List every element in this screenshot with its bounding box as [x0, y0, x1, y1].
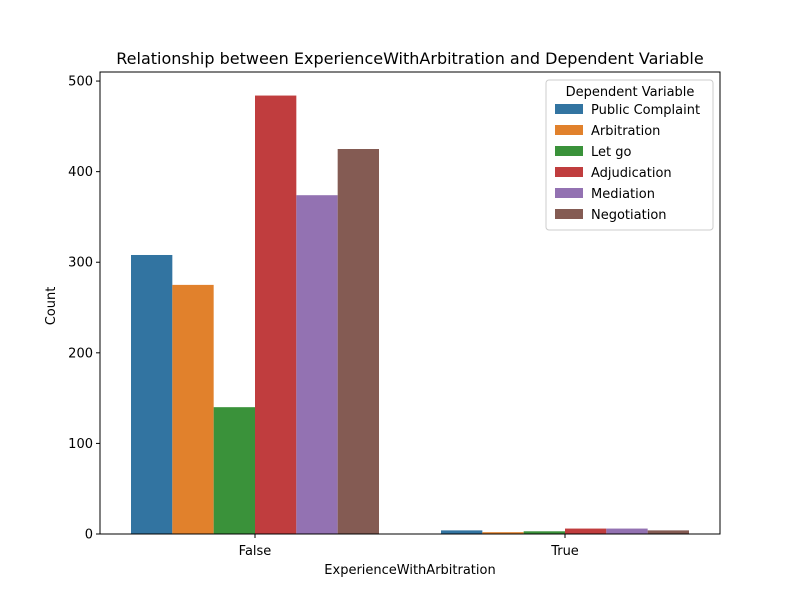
bar-adjudication-false [255, 95, 297, 534]
bar-public-complaint-false [131, 254, 173, 535]
y-tick-label: 300 [68, 256, 93, 271]
legend-swatch-let-go [555, 146, 583, 156]
y-tick-label: 100 [68, 437, 93, 452]
bar-negotiation-false [337, 149, 379, 534]
legend-title: Dependent Variable [566, 85, 695, 100]
legend-label-negotiation: Negotiation [591, 208, 667, 223]
bar-adjudication-true [565, 528, 607, 534]
bar-public-complaint-true [441, 530, 483, 534]
x-axis: False True [239, 534, 579, 559]
bar-arbitration-false [172, 284, 214, 534]
legend-label-let-go: Let go [591, 145, 631, 160]
y-axis-label: Count [44, 287, 59, 326]
legend-swatch-negotiation [555, 209, 583, 219]
legend-items: Public Complaint Arbitration Let go Adjudic… [555, 103, 700, 223]
bar-negotiation-true [647, 530, 689, 534]
y-tick-label: 200 [68, 346, 93, 361]
x-axis-label: ExperienceWithArbitration [324, 563, 495, 578]
legend-swatch-public-complaint [555, 104, 583, 114]
x-tick-label-true: True [550, 544, 579, 559]
bar-let-go-true [523, 531, 565, 534]
bar-mediation-true [606, 528, 648, 534]
chart-title: Relationship between ExperienceWithArbit… [116, 49, 703, 68]
bar-let-go-false [213, 407, 255, 534]
y-tick-label: 0 [85, 528, 93, 543]
legend-label-public-complaint: Public Complaint [591, 103, 700, 118]
plot-frame [99, 71, 721, 535]
legend-label-arbitration: Arbitration [591, 124, 660, 139]
bar-mediation-false [296, 195, 338, 534]
y-axis: 0 100 200 300 400 500 [68, 75, 100, 543]
legend: Dependent Variable Public Complaint Arbit… [545, 79, 714, 231]
legend-box [545, 79, 714, 231]
x-tick-label-false: False [239, 544, 272, 559]
legend-swatch-arbitration [555, 125, 583, 135]
y-tick-label: 500 [68, 75, 93, 90]
bars-group [131, 95, 689, 535]
bar-arbitration-true [482, 532, 524, 534]
legend-swatch-adjudication [555, 167, 583, 177]
legend-label-mediation: Mediation [591, 187, 655, 202]
legend-swatch-mediation [555, 188, 583, 198]
y-tick-label: 400 [68, 165, 93, 180]
legend-label-adjudication: Adjudication [591, 166, 672, 181]
